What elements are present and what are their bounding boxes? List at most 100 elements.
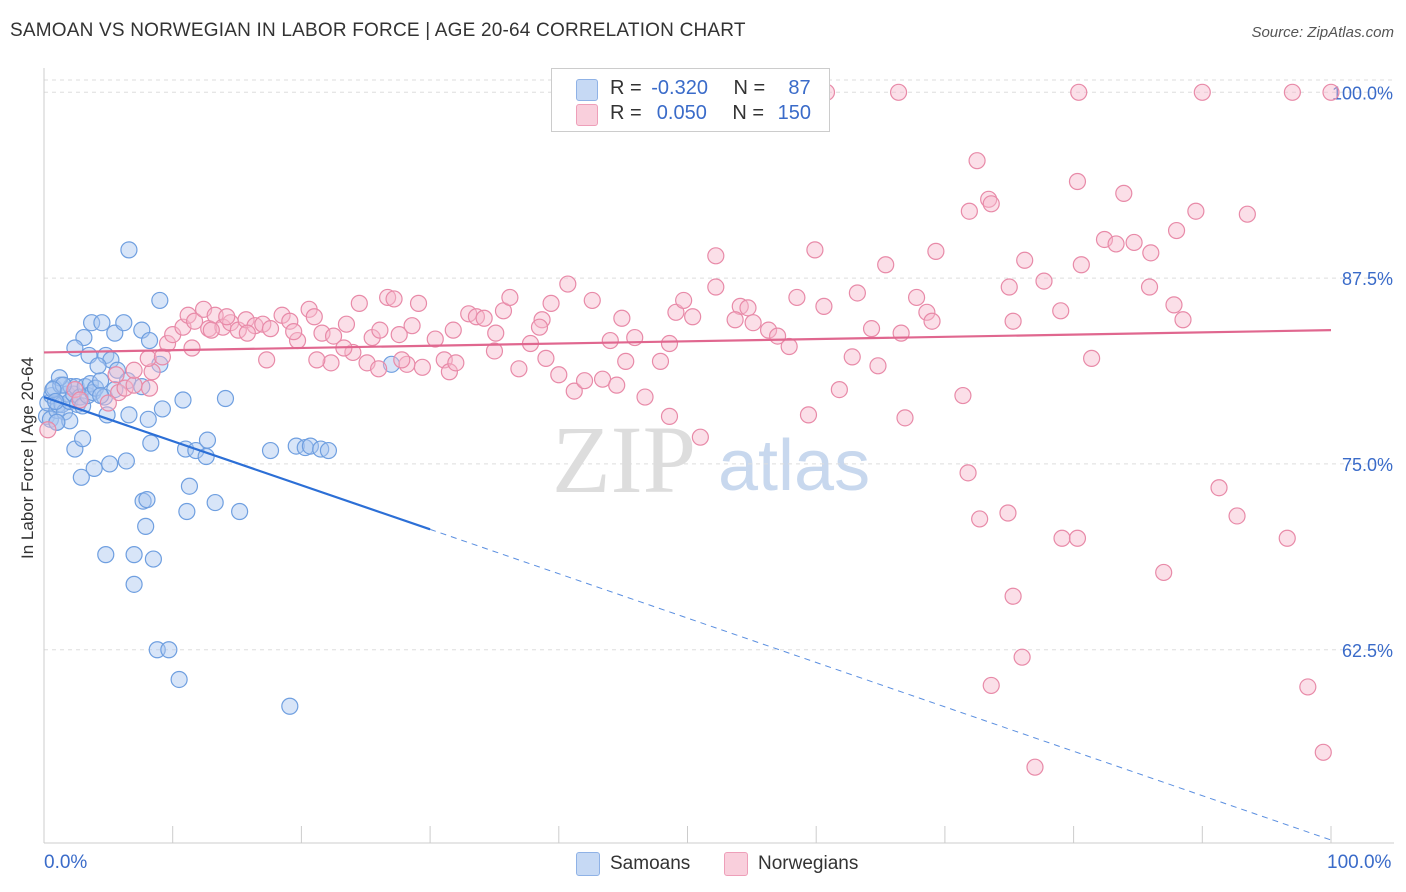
n-label: N = [733,77,766,99]
norwegian-point [158,334,177,353]
norwegian-point [202,321,220,339]
norwegian-point [393,351,411,369]
samoans-trend-extension [429,528,1332,841]
norwegians-points [39,83,1340,776]
norwegian-point [1193,83,1211,101]
norwegian-point [759,321,778,339]
norwegian-point [542,294,560,312]
norwegian-point [1013,648,1031,666]
norwegian-point [281,312,299,330]
y-tick-label: 75.0% [1342,455,1393,475]
norwegian-point [337,315,356,333]
norwegian-point [501,288,519,307]
norwegian-point [1115,184,1133,202]
samoan-point [139,410,157,428]
norwegian-point [1016,251,1034,269]
n-value: 150 [777,102,812,124]
norwegian-point [982,676,1000,695]
norwegian-point [379,288,397,307]
norwegian-point [1053,529,1071,547]
legend-item-samoans[interactable]: Samoans [576,852,690,876]
norwegian-point [960,202,978,220]
samoan-point [142,434,160,452]
samoan-point [153,400,172,418]
norwegian-point [1068,172,1087,191]
legend-item-norwegians[interactable]: Norwegians [724,852,858,876]
norwegian-point [1210,479,1228,497]
norwegian-point [768,327,787,345]
norwegian-point [99,394,117,412]
samoan-point [117,452,135,470]
norwegian-point [409,294,428,312]
norwegian-point [1140,278,1159,296]
norwegian-point [371,321,389,339]
norwegian-point [447,354,465,372]
norwegian-point [183,339,201,357]
norwegian-point [125,361,143,379]
samoan-point [206,493,224,512]
norwegian-point [907,288,926,307]
norwegian-point [370,360,388,378]
norwegian-point [139,349,157,367]
y-tick-label: 87.5% [1342,269,1393,289]
norwegian-point [444,321,462,339]
norwegian-point [707,278,725,296]
norwegian-point [843,348,861,366]
norwegians-trend-line [43,329,1332,354]
norwegian-point [1165,296,1183,314]
norwegian-point [608,376,626,394]
legend-label: Samoans [610,853,691,875]
samoans-legend-swatch [576,852,600,876]
norwegian-point [1107,235,1125,253]
samoan-point [61,412,79,430]
samoan-point [137,517,155,535]
norwegian-point [261,320,280,338]
norwegian-point [285,323,303,341]
norwegian-point [1278,529,1296,547]
norwegian-point [684,308,702,326]
norwegian-point [305,308,323,326]
n-label: N = [732,102,765,124]
norwegian-point [258,351,276,369]
norwegian-point [537,349,555,367]
norwegian-point [1174,311,1192,329]
y-tick-label: 62.5% [1342,641,1393,661]
norwegian-point [238,324,256,342]
y-tick-labels: 62.5% 75.0% 87.5% 100.0% [1332,83,1393,660]
x-tick-label-min: 0.0% [44,852,88,873]
norwegian-point [927,242,945,260]
norwegian-point [815,297,833,315]
samoan-point [125,575,143,593]
norwegian-point [1052,302,1070,320]
norwegian-point [1167,221,1186,240]
norwegian-point [403,317,421,335]
norwegian-point [848,284,866,302]
x-tick-label-max: 100.0% [1327,852,1392,873]
norwegian-point [185,312,204,330]
norwegian-point [550,366,568,384]
norwegian-point [806,241,824,259]
norwegian-point [1026,758,1044,776]
axes [43,68,1394,844]
samoans-swatch [576,79,598,101]
norwegian-point [107,366,125,384]
samoan-point [144,550,162,568]
norwegian-point [601,331,619,350]
norwegian-point [322,354,340,372]
watermark: ZIP atlas [552,406,870,513]
samoan-point [85,459,103,477]
samoan-point [281,697,299,715]
norwegian-point [1068,529,1087,547]
norwegian-point [1314,743,1332,761]
samoan-point [101,455,119,473]
norwegian-point [1083,349,1101,367]
norwegian-point [71,391,89,409]
norwegian-point [1322,83,1340,101]
norwegian-point [308,351,326,369]
norwegian-point [1125,233,1143,252]
samoan-point [138,491,156,509]
norwegian-point [636,388,654,406]
norwegian-point [385,290,403,308]
watermark-atlas: atlas [718,426,870,506]
norwegian-point [1228,507,1246,525]
